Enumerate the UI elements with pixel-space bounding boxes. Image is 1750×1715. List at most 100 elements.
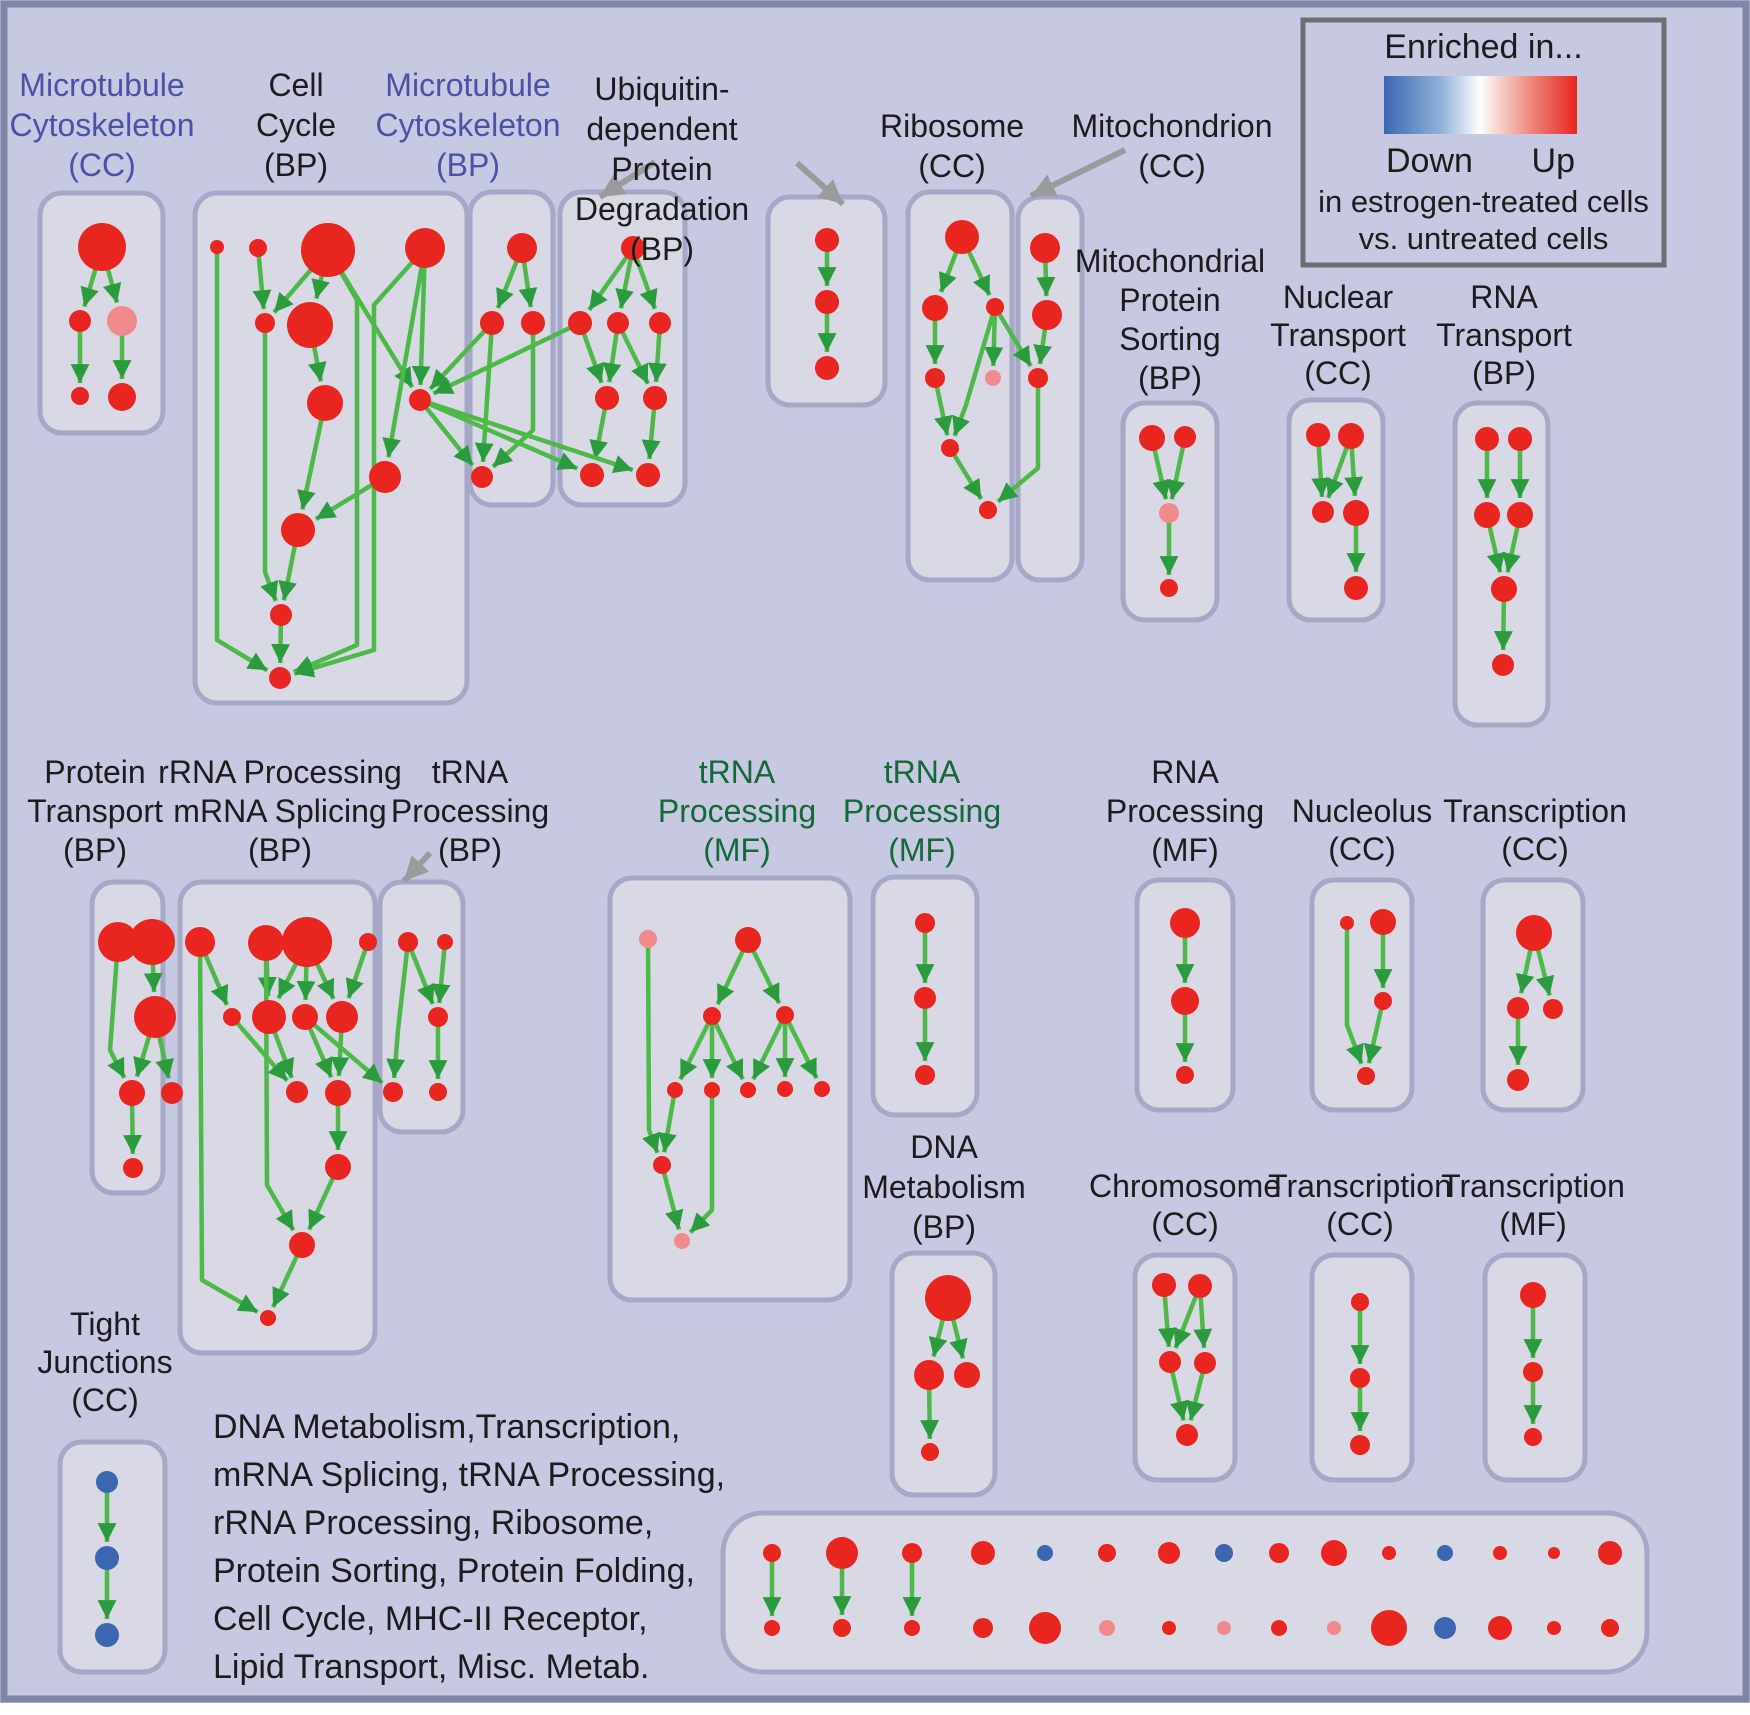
microtubule-bp-node-2-red <box>521 311 545 335</box>
label-microtubule-cc-line-1: Cytoskeleton <box>10 107 195 143</box>
trna-processing-mf-small-node-2-red <box>915 1065 935 1085</box>
label-tight-junctions-line-2: (CC) <box>71 1382 139 1418</box>
nuclear-transport-node-4-red <box>1344 576 1368 600</box>
label-nucleolus-line-1: (CC) <box>1328 831 1396 867</box>
misc-cluster-strip-node-7-blue <box>1215 1544 1233 1562</box>
rna-transport-node-3-red <box>1507 502 1533 528</box>
microtubule-bp-node-0-red <box>507 233 537 263</box>
rna-transport-node-0-red <box>1475 427 1499 451</box>
rrna-processing-node-3-red <box>359 933 377 951</box>
chromosome-node-3-red <box>1194 1352 1216 1374</box>
label-nuclear-transport-line-0: Nuclear <box>1283 279 1394 315</box>
label-rrna-processing-line-2: (BP) <box>248 832 312 868</box>
ubiquitin-right-node-0-red <box>815 228 839 252</box>
ribosome-edge-6 <box>948 446 984 501</box>
cross-edge-4 <box>418 398 475 467</box>
rna-transport-node-1-red <box>1508 427 1532 451</box>
trna-processing-bp-edge-0 <box>405 941 435 1005</box>
transcription-cc-1-node-0-red <box>1516 915 1552 951</box>
misc-cluster-strip-node-28-red <box>1547 1621 1561 1635</box>
label-trna-processing-mf-2-line-0: tRNA <box>884 754 961 790</box>
rna-transport-node-5-red <box>1492 654 1514 676</box>
label-protein-transport-line-0: Protein <box>44 754 145 790</box>
label-ubiquitin-line-4: (BP) <box>630 231 694 267</box>
legend-subtitle-2: vs. untreated cells <box>1359 221 1609 256</box>
chromosome-node-1-red <box>1188 1274 1212 1298</box>
nucleolus-box <box>1309 877 1415 1113</box>
label-trna-processing-mf-2-line-2: (MF) <box>888 832 956 868</box>
cell-cycle-edge-7 <box>382 247 428 458</box>
label-protein-transport-line-2: (BP) <box>63 832 127 868</box>
misc-text-line-4: Cell Cycle, MHC-II Receptor, <box>213 1600 648 1638</box>
misc-cluster-strip-node-12-red <box>1493 1546 1507 1560</box>
label-dna-metabolism-line-2: (BP) <box>912 1209 976 1245</box>
rrna-processing-edge-1 <box>197 941 259 1314</box>
misc-cluster-strip-node-29-red <box>1601 1619 1619 1637</box>
label-cell-cycle-line-1: Cycle <box>256 107 336 143</box>
trna-processing-mf-big-node-1-red <box>735 927 761 953</box>
legend-title: Enriched in... <box>1384 28 1582 66</box>
label-microtubule-cc-line-0: Microtubule <box>19 67 184 103</box>
cell-cycle-node-0-red <box>210 240 224 254</box>
label-dna-metabolism-line-1: Metabolism <box>862 1169 1026 1205</box>
cell-cycle-edge-0 <box>214 247 269 673</box>
trna-processing-mf-big-node-9-red <box>653 1156 671 1174</box>
misc-cluster-strip-node-17-red <box>904 1620 920 1636</box>
transcription-mf-node-0-red <box>1520 1282 1546 1308</box>
label-rna-processing-mf-line-0: RNA <box>1151 754 1219 790</box>
trna-processing-mf-big-edge-11 <box>688 1090 715 1234</box>
misc-cluster-strip-node-5-red <box>1098 1544 1116 1562</box>
label-trna-processing-mf-2-line-1: Processing <box>843 793 1001 829</box>
nuclear-transport-node-0-red <box>1306 423 1330 447</box>
trna-processing-mf-big-edge-8 <box>642 938 660 1154</box>
cell-cycle-edge-6 <box>411 247 431 386</box>
cell-cycle-edge-1 <box>252 247 272 310</box>
label-transcription-cc-2-line-0: Transcription <box>1268 1168 1452 1204</box>
misc-cluster-strip-node-4-blue <box>1037 1545 1053 1561</box>
protein-transport-node-2-red <box>134 996 176 1038</box>
misc-text-line-0: DNA Metabolism,Transcription, <box>213 1408 680 1446</box>
microtubule-cc-node-3-red <box>71 387 89 405</box>
rna-processing-mf-node-2-red <box>1176 1066 1194 1084</box>
ribosome-edge-3 <box>984 306 1004 367</box>
rna-processing-mf-node-0-red <box>1170 908 1200 938</box>
trna-processing-mf-big-node-3-red <box>776 1006 794 1024</box>
ubiquitin-left-node-3-red <box>649 312 671 334</box>
rrna-processing-node-5-red <box>252 1000 286 1034</box>
cross-edge-0 <box>432 320 581 396</box>
label-rrna-processing-line-1: mRNA Splicing <box>173 793 386 829</box>
label-ubiquitin-line-1: dependent <box>586 111 737 147</box>
transcription-cc-2-node-2-red <box>1350 1435 1370 1455</box>
cross-edge-2 <box>419 397 579 471</box>
cell-cycle-node-3-red <box>405 228 445 268</box>
nucleolus-node-2-red <box>1374 992 1392 1010</box>
microtubule-cc-node-4-red <box>108 383 136 411</box>
ubiquitin-left-node-5-red <box>643 386 667 410</box>
microtubule-cc-node-0-red <box>78 223 126 271</box>
transcription-cc-1-node-1-red <box>1507 997 1529 1019</box>
trna-processing-bp-node-0-red <box>398 932 418 952</box>
label-chromosome-line-0: Chromosome <box>1089 1168 1281 1204</box>
tight-junctions-node-0-blue <box>96 1471 118 1493</box>
rrna-processing-node-12-red <box>260 1310 276 1326</box>
protein-transport-edge-0 <box>107 941 127 1079</box>
cell-cycle-node-4-red <box>255 313 275 333</box>
rrna-processing-node-10-red <box>325 1154 351 1180</box>
chromosome-box <box>1132 1252 1238 1483</box>
trna-processing-mf-big-edge-9 <box>658 1089 678 1153</box>
ribosome-node-2-red <box>986 298 1004 316</box>
tight-junctions-node-1-blue <box>95 1546 119 1570</box>
trna-processing-mf-big-edge-4 <box>709 1015 745 1081</box>
label-mito-protein-sorting-line-0: Mitochondrial <box>1075 243 1265 279</box>
label-protein-transport-line-1: Transport <box>27 793 163 829</box>
cell-cycle-edge-9 <box>260 323 279 602</box>
rrna-processing-box <box>177 879 378 1356</box>
misc-cluster-strip-node-23-red <box>1271 1620 1287 1636</box>
ubiquitin-right-node-1-red <box>815 290 839 314</box>
microtubule-bp-node-1-red <box>480 311 504 335</box>
cell-cycle-node-11-red <box>269 667 291 689</box>
chromosome-node-4-red <box>1176 1424 1198 1446</box>
trna-processing-mf-big-edge-10 <box>659 1164 684 1230</box>
cross-edge-7 <box>303 1015 384 1085</box>
misc-text-line-1: mRNA Splicing, tRNA Processing, <box>213 1456 725 1494</box>
